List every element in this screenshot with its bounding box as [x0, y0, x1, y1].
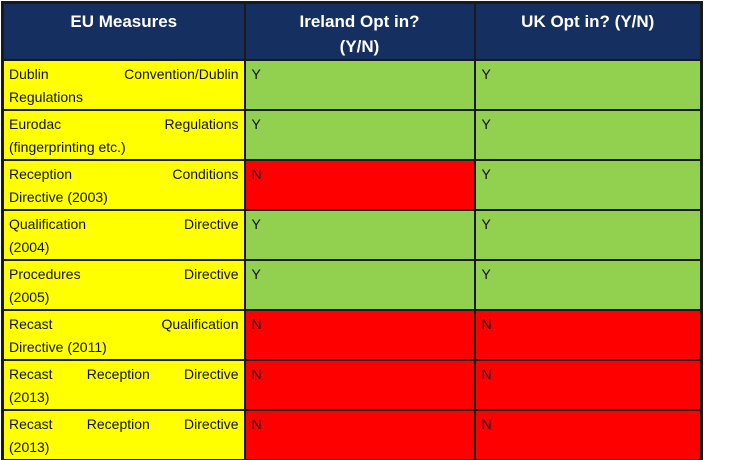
- measure-line: (2013): [9, 389, 50, 405]
- measure-line: Directive (2011): [9, 339, 107, 355]
- uk-opt-cell: Y: [473, 159, 703, 211]
- ireland-opt-cell: Y: [243, 209, 476, 261]
- ireland-opt-cell: Y: [243, 259, 476, 311]
- header-label: UK Opt in? (Y/N): [521, 12, 655, 31]
- uk-opt-cell: Y: [473, 259, 703, 311]
- measure-line: (fingerprinting etc.): [9, 139, 126, 155]
- header-label: EU Measures: [70, 12, 178, 31]
- measure-cell: Recast Qualification Directive (2011): [1, 309, 246, 361]
- measure-line: Dublin Convention/Dublin: [9, 66, 239, 82]
- measure-cell: Reception Conditions Directive (2003): [1, 159, 246, 211]
- measure-line: (2004): [9, 239, 50, 255]
- uk-opt-cell: Y: [473, 59, 703, 111]
- measure-line: Reception Conditions: [9, 166, 239, 182]
- ireland-opt-cell: Y: [243, 59, 476, 111]
- header-label: Ireland Opt in?: [299, 12, 420, 31]
- measure-line: (2005): [9, 289, 50, 305]
- measure-line: Qualification Directive: [9, 216, 239, 232]
- header-row: EU Measures Ireland Opt in? (Y/N) UK Opt…: [1, 1, 703, 61]
- eu-measures-table: EU Measures Ireland Opt in? (Y/N) UK Opt…: [1, 1, 703, 460]
- header-uk-opt-in: UK Opt in? (Y/N): [473, 1, 703, 61]
- uk-opt-cell: N: [473, 409, 703, 460]
- table-row: Eurodac Regulations (fingerprinting etc.…: [1, 109, 703, 161]
- table-row: Procedures Directive (2005) Y Y: [1, 259, 703, 311]
- uk-opt-cell: N: [473, 309, 703, 361]
- table-row: Recast Qualification Directive (2011) N …: [1, 309, 703, 361]
- measure-cell: Procedures Directive (2005): [1, 259, 246, 311]
- measure-line: Eurodac Regulations: [9, 116, 239, 132]
- uk-opt-cell: Y: [473, 209, 703, 261]
- header-ireland-opt-in: Ireland Opt in? (Y/N): [243, 1, 476, 61]
- header-eu-measures: EU Measures: [1, 1, 246, 61]
- measure-cell: Recast Reception Directive (2013): [1, 409, 246, 460]
- ireland-opt-cell: N: [243, 409, 476, 460]
- measure-cell: Qualification Directive (2004): [1, 209, 246, 261]
- measure-cell: Eurodac Regulations (fingerprinting etc.…: [1, 109, 246, 161]
- uk-opt-cell: N: [473, 359, 703, 411]
- ireland-opt-cell: N: [243, 359, 476, 411]
- header-label: (Y/N): [339, 37, 380, 56]
- measure-line: (2013): [9, 439, 50, 455]
- ireland-opt-cell: N: [243, 309, 476, 361]
- table-row: Recast Reception Directive (2013) N N: [1, 359, 703, 411]
- measure-line: Recast Reception Directive: [9, 366, 239, 382]
- measure-line: Recast Reception Directive: [9, 416, 239, 432]
- table-row: Reception Conditions Directive (2003) N …: [1, 159, 703, 211]
- measure-cell: Recast Reception Directive (2013): [1, 359, 246, 411]
- table-row: Dublin Convention/Dublin Regulations Y Y: [1, 59, 703, 111]
- ireland-opt-cell: Y: [243, 109, 476, 161]
- ireland-opt-cell: N: [243, 159, 476, 211]
- measure-line: Directive (2003): [9, 189, 108, 205]
- measure-line: Regulations: [9, 89, 83, 105]
- uk-opt-cell: Y: [473, 109, 703, 161]
- measure-cell: Dublin Convention/Dublin Regulations: [1, 59, 246, 111]
- measure-line: Procedures Directive: [9, 266, 239, 282]
- measure-line: Recast Qualification: [9, 316, 239, 332]
- table-row: Qualification Directive (2004) Y Y: [1, 209, 703, 261]
- table-row: Recast Reception Directive (2013) N N: [1, 409, 703, 460]
